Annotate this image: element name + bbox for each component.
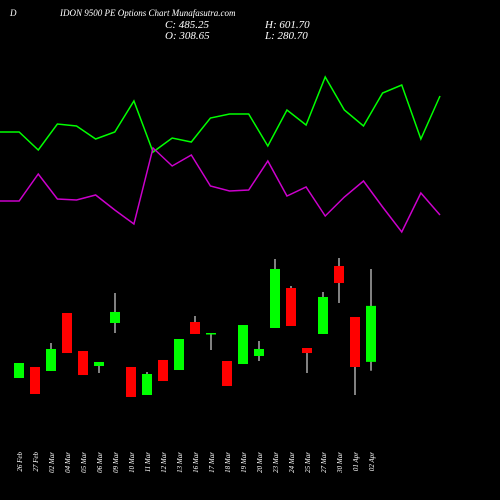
x-tick-label: 30 Mar (336, 452, 344, 474)
candle-body (286, 288, 296, 326)
candle-body (366, 305, 376, 362)
x-tick-label: 10 Mar (128, 452, 136, 473)
candle-body (110, 311, 120, 323)
x-tick-label: 06 Mar (96, 452, 104, 473)
candle-body (254, 348, 264, 356)
candle-body (206, 333, 216, 335)
candle-body (158, 359, 168, 382)
x-tick-label: 27 Feb (32, 452, 40, 472)
candle-body (78, 351, 88, 376)
x-tick-label: 20 Mar (256, 452, 264, 473)
candle-body (190, 322, 200, 334)
open-info: O: 308.65 (165, 30, 210, 42)
x-tick-label: 18 Mar (224, 452, 232, 473)
x-tick-label: 05 Mar (80, 452, 88, 473)
close-info: C: 485.25 (165, 19, 210, 31)
x-tick-label: 17 Mar (208, 452, 216, 473)
x-tick-label: 09 Mar (112, 452, 120, 473)
x-tick-label: 27 Mar (320, 452, 328, 473)
candle-body (142, 374, 152, 395)
x-tick-label: 26 Feb (16, 452, 24, 472)
low-info: L: 280.70 (264, 30, 308, 42)
x-tick-label: 02 Mar (48, 452, 56, 473)
candle-body (30, 366, 40, 395)
candle-body (270, 268, 280, 328)
candle-body (334, 266, 344, 284)
candle-body (46, 348, 56, 371)
candle-body (318, 296, 328, 334)
candle-body (62, 312, 72, 354)
candle-body (14, 362, 24, 378)
candle-body (350, 316, 360, 367)
candle-body (222, 361, 232, 386)
x-tick-label: 02 Apr (368, 452, 376, 471)
candle-body (174, 338, 184, 371)
indicator-line (0, 75, 441, 154)
brand: D (9, 8, 17, 18)
candle-body (238, 325, 248, 365)
x-tick-label: 01 Apr (352, 452, 360, 471)
x-tick-label: 25 Mar (304, 452, 312, 473)
high-info: H: 601.70 (264, 19, 310, 31)
x-tick-label: 24 Mar (288, 452, 296, 473)
x-tick-label: 19 Mar (240, 452, 248, 473)
candle-body (94, 361, 104, 367)
x-tick-label: 13 Mar (176, 452, 184, 473)
indicator-line (0, 146, 441, 234)
chart-title: IDON 9500 PE Options Chart Munafasutra.c… (59, 8, 236, 18)
x-tick-label: 16 Mar (192, 452, 200, 473)
candle-body (126, 366, 136, 397)
x-tick-label: 11 Mar (144, 452, 152, 473)
x-tick-label: 12 Mar (160, 452, 168, 473)
x-tick-label: 23 Mar (272, 452, 280, 473)
candle-body (302, 348, 312, 354)
x-tick-label: 04 Mar (64, 452, 72, 473)
